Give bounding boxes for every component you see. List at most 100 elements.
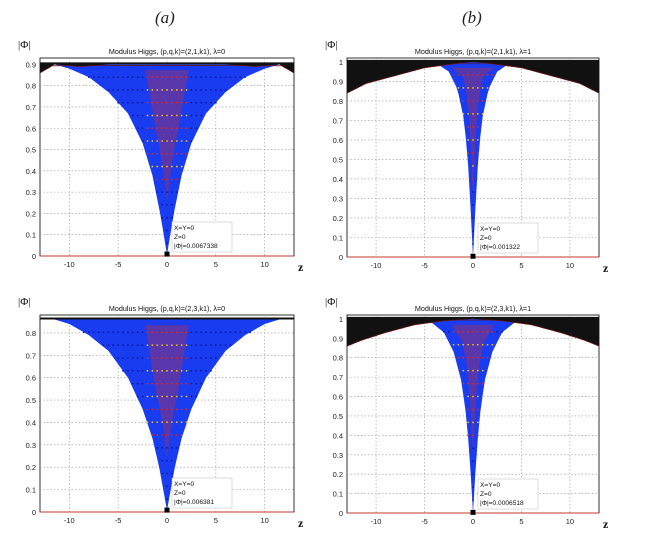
- y-tick-label: 0.7: [333, 373, 343, 382]
- surface-point: [146, 101, 149, 104]
- surface-point: [190, 357, 193, 359]
- surface-point: [166, 76, 168, 79]
- surface-point: [195, 76, 198, 79]
- surface-point: [170, 178, 173, 181]
- surface-point: [161, 165, 164, 168]
- y-tick-label: 0.5: [333, 155, 343, 164]
- surface-point: [107, 76, 110, 79]
- surface-point: [472, 382, 474, 385]
- surface-point: [452, 74, 455, 76]
- surface-point: [112, 76, 115, 79]
- surface-core-hot: [145, 325, 189, 458]
- datatip-box: [171, 477, 233, 509]
- surface-point: [175, 421, 178, 424]
- surface-point: [156, 89, 159, 91]
- chart-panel-0: -10 -5 0 5 10 0 0.1 0.2 0.3 0.4 0.5 0.6 0.7 0.8 0.9 Mod…: [18, 39, 304, 274]
- surface-point: [161, 76, 164, 79]
- surface-point: [175, 76, 178, 79]
- surface-point: [481, 100, 484, 102]
- surface-point: [166, 152, 168, 155]
- surface-point: [170, 472, 173, 475]
- surface-cap: [40, 317, 294, 320]
- surface-point: [156, 446, 159, 449]
- datatip-line: X=Y=0: [174, 481, 194, 488]
- chart-title: Modulus Higgs, (p,q,k)=(2,1,k1), λ=0: [109, 47, 225, 56]
- surface-point: [185, 76, 188, 79]
- surface-point: [156, 127, 159, 130]
- surface-outer-edge: [346, 62, 600, 94]
- surface-region: [40, 319, 294, 511]
- surface-point: [151, 140, 154, 142]
- surface-point: [195, 357, 198, 359]
- surface-point: [151, 331, 154, 334]
- surface-point: [190, 127, 193, 130]
- y-tick-label: 0.3: [333, 451, 343, 460]
- surface-point: [244, 76, 247, 79]
- surface-point: [166, 331, 168, 334]
- surface-point: [83, 331, 85, 334]
- surface-point: [151, 127, 154, 130]
- surface-point: [170, 89, 173, 91]
- surface-point: [161, 114, 164, 117]
- surface-point: [97, 76, 100, 79]
- y-tick-label: 0: [339, 509, 343, 518]
- surface-point: [166, 344, 168, 347]
- surface-point: [175, 140, 178, 142]
- surface-point: [136, 114, 139, 117]
- surface-point: [476, 113, 479, 115]
- surface-point: [161, 382, 164, 385]
- surface-point: [462, 74, 465, 76]
- surface-point: [462, 330, 465, 333]
- y-tick-label: 0.2: [26, 209, 36, 218]
- datatip-box: [477, 222, 539, 254]
- surface-point: [131, 369, 134, 372]
- surface-point: [467, 100, 470, 102]
- surface-cap: [347, 316, 599, 347]
- surface-point: [472, 408, 474, 411]
- surface-point: [161, 152, 164, 155]
- chart-panel-1: -10 -5 0 5 10 0 0.1 0.2 0.3 0.4 0.5 0.6 0.7 0.8 0.9 1 Mo…: [325, 39, 609, 275]
- y-tick-label: 0.2: [333, 214, 343, 223]
- y-tick-label: 0: [32, 252, 36, 261]
- y-tick-label: 0.8: [26, 329, 36, 338]
- surface-point: [185, 89, 188, 91]
- surface-point: [175, 114, 178, 117]
- surface-point: [102, 76, 105, 79]
- x-tick-label: -10: [64, 516, 75, 525]
- surface-point: [170, 459, 173, 462]
- surface-point: [146, 140, 149, 142]
- x-tick-label: 0: [471, 261, 475, 270]
- surface-point: [190, 369, 193, 372]
- surface-point: [131, 357, 134, 359]
- surface-point: [175, 178, 178, 181]
- surface-point: [175, 331, 178, 334]
- surface-core-hot: [145, 70, 189, 202]
- surface-point: [467, 408, 470, 411]
- surface-point: [190, 76, 193, 79]
- surface-point: [117, 101, 120, 104]
- y-tick-label: 0.5: [26, 396, 36, 405]
- surface-point: [151, 421, 154, 424]
- surface-point: [476, 382, 479, 385]
- surface-point: [127, 101, 129, 104]
- y-tick-label: 0.8: [333, 354, 343, 363]
- surface-point: [136, 344, 139, 347]
- surface-point: [156, 434, 159, 436]
- surface-point: [166, 127, 168, 130]
- surface-core-hot: [451, 67, 495, 203]
- surface-point: [166, 459, 168, 462]
- surface-point: [146, 357, 149, 359]
- datatip-line: X=Y=0: [480, 226, 500, 233]
- surface-point: [457, 343, 460, 346]
- surface-point: [476, 408, 479, 411]
- surface-point: [467, 434, 470, 437]
- y-axis-label: |Φ|: [325, 296, 337, 308]
- surface-point: [180, 344, 183, 347]
- surface-point: [210, 89, 212, 91]
- surface-point: [481, 356, 484, 359]
- datatip-line: |Φ|=0.0067338: [174, 243, 218, 250]
- surface-point: [457, 356, 460, 359]
- surface-point: [185, 114, 188, 117]
- surface-point: [146, 421, 149, 424]
- surface-point: [161, 459, 164, 462]
